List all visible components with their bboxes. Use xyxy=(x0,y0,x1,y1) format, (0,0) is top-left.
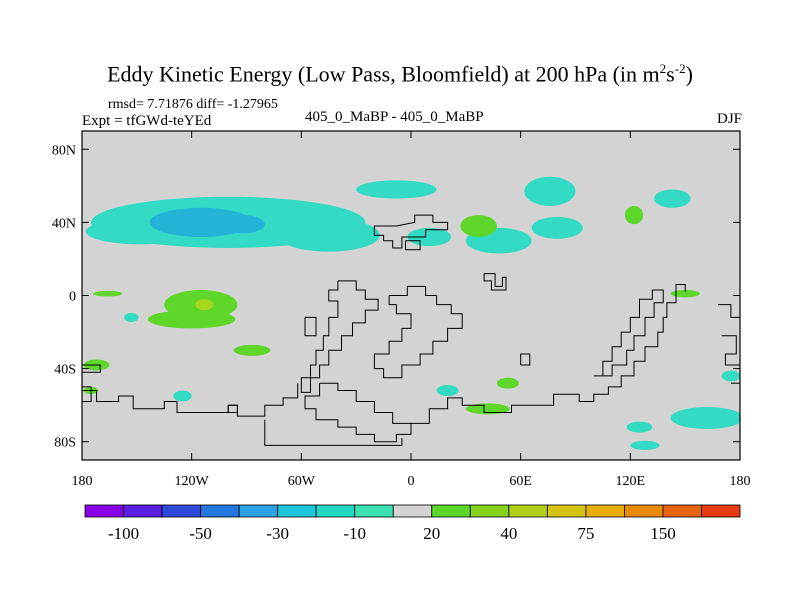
colorbar-label-0: -100 xyxy=(108,524,139,543)
colorbar-box-7 xyxy=(354,504,394,518)
y-tick-label-1: 40N xyxy=(52,216,76,231)
colorbar-box-11 xyxy=(508,504,548,518)
colorbar-box-12 xyxy=(546,504,587,518)
x-tick-label-6: 180 xyxy=(730,474,751,489)
field-patch-14 xyxy=(147,310,236,329)
colorbar-box-15 xyxy=(662,504,702,518)
field-patch-22 xyxy=(436,385,459,397)
x-tick-label-4: 60E xyxy=(509,474,532,489)
season-label: DJF xyxy=(716,111,742,127)
coastline-7 xyxy=(82,383,299,417)
colorbar-box-3 xyxy=(200,504,240,518)
field-patch-8 xyxy=(407,227,452,247)
axis-ticks: 180 120W 60W 0 60E 120E 180 80N 40N 0 40S 80S xyxy=(52,131,751,489)
colorbar-box-0 xyxy=(84,504,124,518)
field-patch-23 xyxy=(626,421,653,433)
field-patch-17 xyxy=(92,290,123,297)
coastline-5 xyxy=(304,316,317,337)
coastline-8 xyxy=(227,404,238,413)
coastline-0 xyxy=(373,214,449,249)
colorbar-box-8 xyxy=(392,504,433,518)
field-patch-20 xyxy=(496,377,519,389)
colorbar-box-10 xyxy=(469,504,510,518)
colorbar: -100 -50 -30 -10 20 40 75 150 xyxy=(84,504,741,543)
field-patch-24 xyxy=(670,406,740,429)
colorbar-label-3: -10 xyxy=(343,524,366,543)
coastline-1 xyxy=(405,240,421,251)
field-patch-9 xyxy=(531,216,583,239)
field-patch-4 xyxy=(277,218,380,252)
colorbar-label-2: -30 xyxy=(266,524,289,543)
colorbar-label-7: 150 xyxy=(650,524,676,543)
field-patch-19 xyxy=(173,390,192,402)
coastline-2 xyxy=(483,273,507,291)
x-tick-label-3: 0 xyxy=(408,474,415,489)
field-patch-21 xyxy=(465,403,510,415)
field-patch-11 xyxy=(654,189,691,208)
field-patch-28 xyxy=(124,312,139,323)
coastline-9 xyxy=(264,419,403,446)
field-patch-10 xyxy=(524,176,576,206)
coastline-17 xyxy=(520,353,531,366)
colorbar-box-6 xyxy=(315,504,356,518)
colorbar-box-9 xyxy=(431,504,471,518)
x-tick-label-0: 180 xyxy=(72,474,93,489)
y-tick-label-4: 80S xyxy=(54,436,76,451)
coastline-10 xyxy=(82,386,92,402)
colorbar-box-16 xyxy=(701,504,741,518)
colorbar-box-13 xyxy=(585,504,625,518)
coastline-14 xyxy=(721,335,740,366)
colorbar-box-14 xyxy=(624,504,664,518)
coastline-13 xyxy=(718,304,740,318)
field-patch-15 xyxy=(195,299,214,311)
field-patch-25 xyxy=(630,440,660,450)
coastlines xyxy=(82,214,740,446)
rmsd-diff-stats: rmsd= 7.71876 diff= -1.27965 xyxy=(108,97,278,112)
colorbar-label-4: 20 xyxy=(423,524,440,543)
field-patch-3 xyxy=(220,215,265,234)
field-patch-5 xyxy=(356,180,437,199)
field-contours xyxy=(83,176,740,450)
colorbar-label-1: -50 xyxy=(189,524,212,543)
case-comparison-label: 405_0_MaBP - 405_0_MaBP xyxy=(305,109,484,125)
coastline-11 xyxy=(411,284,686,424)
field-patch-12 xyxy=(624,205,644,225)
x-tick-label-2: 60W xyxy=(288,474,316,489)
colorbar-box-5 xyxy=(277,504,317,518)
coastline-12 xyxy=(593,289,664,377)
field-patch-16 xyxy=(233,344,271,356)
chart-title: Eddy Kinetic Energy (Low Pass, Bloomfiel… xyxy=(107,61,693,87)
field-patch-26 xyxy=(670,290,700,298)
coastline-16 xyxy=(82,364,101,373)
coastline-4 xyxy=(373,285,463,379)
colorbar-label-6: 75 xyxy=(577,524,594,543)
x-tick-label-1: 120W xyxy=(175,474,210,489)
colorbar-label-5: 40 xyxy=(500,524,517,543)
colorbar-box-1 xyxy=(123,504,163,518)
field-patch-27 xyxy=(721,370,740,382)
experiment-label: Expt = tfGWd-teYEd xyxy=(82,113,212,129)
coastline-6 xyxy=(304,382,412,443)
colorbar-box-4 xyxy=(238,504,279,518)
y-tick-label-2: 0 xyxy=(69,290,76,305)
x-tick-label-5: 120E xyxy=(616,474,646,489)
colorbar-box-2 xyxy=(161,504,201,518)
y-tick-label-0: 80N xyxy=(52,143,76,158)
y-tick-label-3: 40S xyxy=(54,363,76,378)
field-patch-7 xyxy=(460,215,497,238)
coastline-3 xyxy=(300,280,379,393)
